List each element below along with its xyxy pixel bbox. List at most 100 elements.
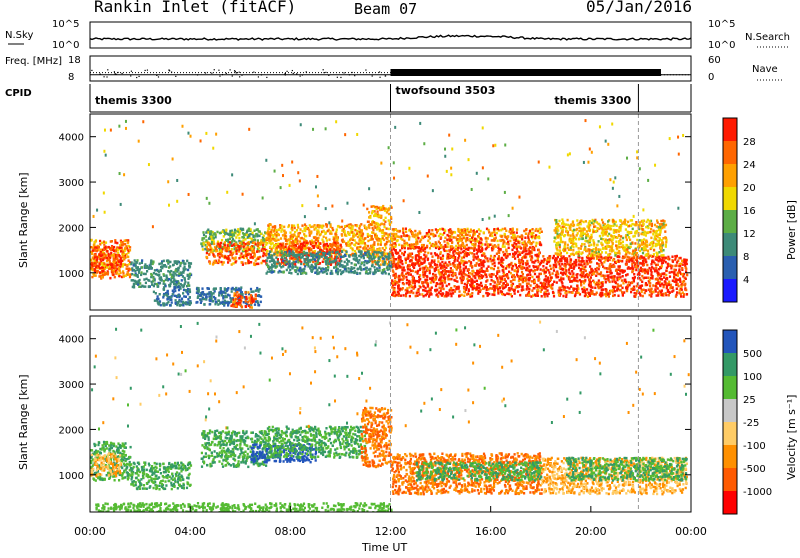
heatmap-cell — [260, 242, 262, 245]
freq-sounding-point — [91, 70, 92, 71]
heatmap-cell — [235, 298, 237, 301]
heatmap-cell — [466, 253, 468, 256]
heatmap-cell — [244, 238, 246, 241]
heatmap-cell — [463, 291, 465, 294]
heatmap-cell — [593, 281, 595, 284]
heatmap-cell — [173, 274, 175, 277]
heatmap-cell — [262, 244, 264, 247]
heatmap-cell — [122, 241, 124, 244]
heatmap-cell — [434, 264, 436, 267]
heatmap-cell — [384, 243, 386, 246]
heatmap-cell — [418, 246, 420, 249]
heatmap-cell — [409, 283, 411, 286]
heatmap-cell — [293, 225, 295, 228]
heatmap-cell — [200, 243, 202, 246]
heatmap-cell — [598, 265, 600, 268]
freq-sounding-point — [236, 72, 237, 73]
heatmap-cell — [512, 279, 514, 282]
heatmap-cell — [210, 236, 212, 239]
heatmap-cell — [251, 256, 253, 258]
heatmap-cell — [235, 236, 237, 239]
heatmap-cell — [276, 234, 278, 237]
heatmap-cell — [536, 291, 538, 294]
heatmap-cell — [358, 233, 360, 236]
heatmap-cell — [210, 291, 212, 294]
heatmap-cell — [621, 260, 623, 263]
heatmap-cell — [280, 237, 282, 240]
heatmap-cell — [360, 242, 362, 245]
heatmap-cell — [471, 237, 473, 240]
heatmap-cell — [373, 221, 375, 224]
heatmap-cell — [232, 262, 234, 265]
heatmap-cell — [232, 287, 234, 290]
heatmap-cell — [441, 282, 443, 285]
heatmap-cell — [371, 238, 373, 241]
freq-sounding-point — [241, 75, 242, 76]
heatmap-cell — [94, 268, 96, 271]
heatmap-cell — [528, 279, 530, 282]
heatmap-cell — [178, 273, 180, 276]
heatmap-cell — [549, 274, 551, 277]
heatmap-cell — [444, 244, 446, 247]
heatmap-cell — [587, 295, 589, 298]
heatmap-cell — [537, 257, 539, 260]
heatmap-cell — [482, 252, 484, 255]
freq-sounding-point — [296, 73, 297, 74]
heatmap-cell — [605, 295, 607, 298]
heatmap-cell — [684, 283, 686, 286]
heatmap-cell — [120, 263, 122, 266]
heatmap-cell — [354, 229, 356, 232]
heatmap-cell — [525, 228, 527, 231]
heatmap-cell — [409, 295, 411, 298]
heatmap-cell — [512, 228, 514, 231]
heatmap-cell — [229, 230, 231, 233]
heatmap-cell — [595, 275, 597, 278]
heatmap-cell — [393, 259, 395, 262]
heatmap-cell — [250, 288, 252, 291]
heatmap-cell — [213, 243, 215, 246]
heatmap-cell — [673, 269, 675, 272]
heatmap-cell — [401, 269, 403, 272]
heatmap-cell — [543, 293, 545, 296]
heatmap-cell — [512, 256, 514, 259]
heatmap-cell — [113, 255, 115, 257]
heatmap-cell — [466, 293, 468, 296]
heatmap-cell — [332, 229, 334, 232]
heatmap-cell — [442, 255, 444, 258]
heatmap-cell — [258, 235, 260, 238]
freq-sounding-point — [239, 72, 240, 73]
heatmap-cell — [232, 252, 234, 255]
heatmap-cell — [449, 239, 451, 242]
heatmap-cell — [250, 261, 252, 264]
heatmap-cell — [205, 231, 207, 234]
heatmap-cell — [520, 267, 522, 270]
heatmap-cell — [451, 245, 453, 248]
heatmap-cell — [235, 304, 237, 307]
heatmap-cell — [472, 288, 474, 291]
heatmap-cell — [423, 295, 425, 298]
heatmap-cell — [208, 242, 210, 245]
heatmap-cell — [490, 255, 492, 257]
heatmap-cell — [99, 253, 101, 256]
heatmap-cell — [448, 283, 450, 286]
heatmap-cell — [419, 240, 421, 243]
heatmap-cell — [481, 267, 483, 270]
heatmap-cell — [110, 248, 112, 251]
heatmap-cell — [285, 239, 287, 242]
heatmap-cell — [512, 275, 514, 278]
heatmap-cell — [245, 296, 247, 299]
heatmap-cell — [516, 285, 518, 288]
heatmap-cell — [241, 236, 243, 239]
heatmap-cell — [427, 284, 429, 287]
heatmap-cell — [209, 262, 211, 265]
heatmap-cell — [401, 274, 403, 277]
heatmap-cell — [203, 237, 205, 240]
heatmap-cell — [178, 267, 180, 270]
freq-sounding-point — [343, 72, 344, 73]
heatmap-cell — [225, 292, 227, 295]
heatmap-cell — [322, 261, 324, 264]
heatmap-cell — [356, 230, 358, 233]
heatmap-cell — [512, 237, 514, 240]
heatmap-cell — [403, 234, 405, 237]
